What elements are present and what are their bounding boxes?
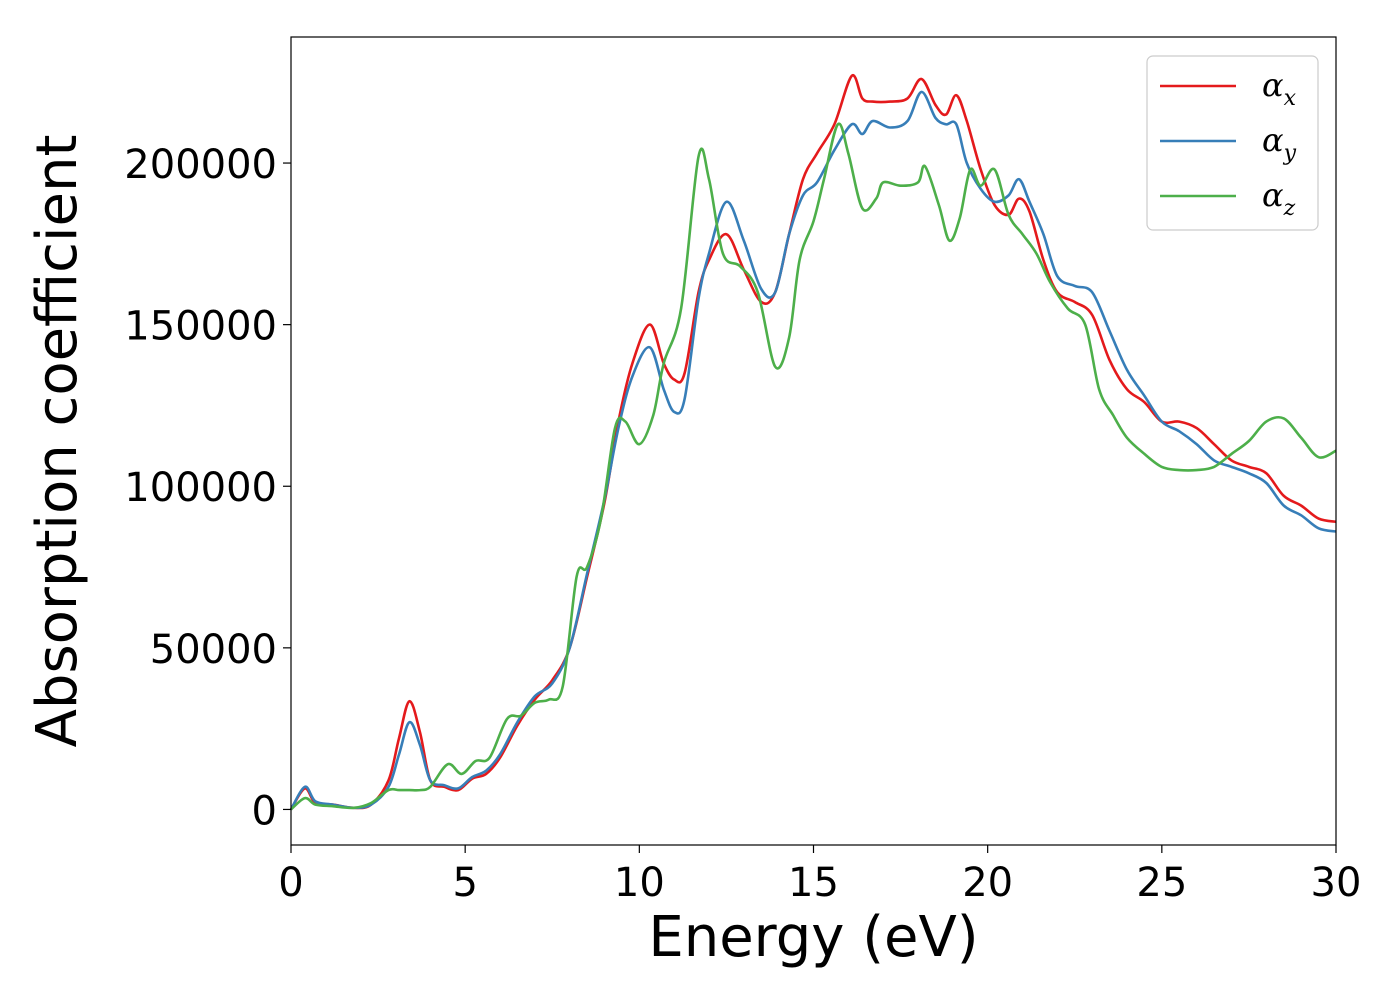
- y-tick-label: 0: [252, 788, 277, 834]
- series-layer: [289, 74, 1337, 811]
- x-tick-label: 30: [1311, 860, 1362, 906]
- ticks-layer: 0 5 10 15 20 25 30 0 50000 100000 150000 200000: [124, 142, 1361, 906]
- y-tick-label: 100000: [124, 465, 277, 511]
- x-tick-label: 20: [962, 860, 1013, 906]
- series-line-y: [289, 90, 1337, 811]
- legend-label-z: αz: [1262, 176, 1296, 221]
- series-line-x: [289, 74, 1337, 811]
- y-tick-label: 200000: [124, 142, 277, 188]
- y-tick-label: 150000: [124, 304, 277, 350]
- x-tick-label: 0: [278, 860, 303, 906]
- legend-box: [1146, 55, 1319, 231]
- y-axis-title: Absorption coefficient: [25, 135, 90, 748]
- series-line-z: [290, 122, 1337, 811]
- legend-label-x: αx: [1262, 66, 1297, 111]
- x-axis-title: Energy (eV): [648, 905, 978, 970]
- legend: αx αy αz: [1146, 55, 1319, 231]
- x-tick-label: 5: [452, 860, 477, 906]
- x-tick-label: 25: [1136, 860, 1187, 906]
- y-tick-label: 50000: [150, 627, 277, 673]
- x-tick-label: 10: [614, 860, 665, 906]
- legend-label-y: αy: [1262, 121, 1297, 166]
- x-tick-label: 15: [788, 860, 839, 906]
